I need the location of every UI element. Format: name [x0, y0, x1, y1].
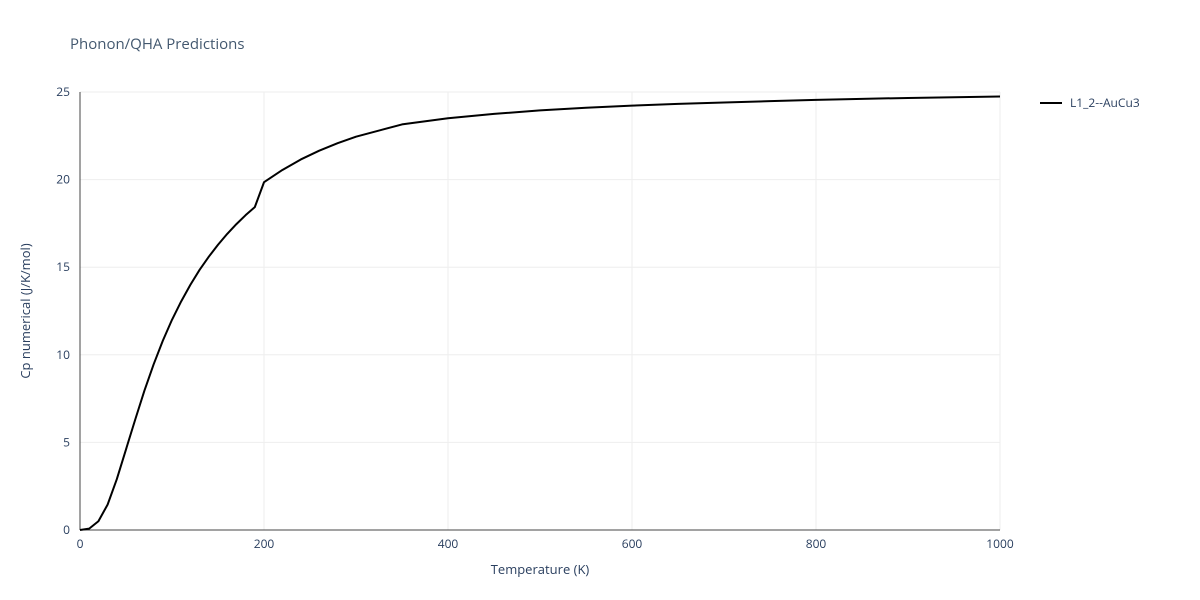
x-tick-label: 400 — [438, 535, 459, 552]
legend-label[interactable]: L1_2--AuCu3 — [1070, 94, 1140, 111]
y-tick-label: 25 — [56, 83, 70, 100]
y-tick-label: 0 — [63, 521, 70, 538]
y-tick-label: 5 — [63, 433, 70, 450]
x-axis-label: Temperature (K) — [491, 560, 590, 578]
x-tick-label: 600 — [622, 535, 643, 552]
y-tick-label: 15 — [56, 258, 70, 275]
chart-container: Phonon/QHA Predictions 02004006008001000… — [0, 0, 1200, 600]
series-line — [80, 97, 1000, 530]
x-tick-label: 800 — [806, 535, 827, 552]
y-tick-label: 10 — [56, 346, 70, 363]
x-tick-label: 0 — [77, 535, 84, 552]
line-chart: 0 200 400 600 800 1000 0 5 10 15 20 25 Temperature (… — [0, 0, 1200, 600]
y-axis-label: Cp numerical (J/K/mol) — [16, 243, 34, 378]
y-tick-label: 20 — [56, 171, 70, 188]
chart-title: Phonon/QHA Predictions — [70, 34, 245, 54]
x-tick-label: 200 — [254, 535, 275, 552]
x-tick-label: 1000 — [986, 535, 1014, 552]
